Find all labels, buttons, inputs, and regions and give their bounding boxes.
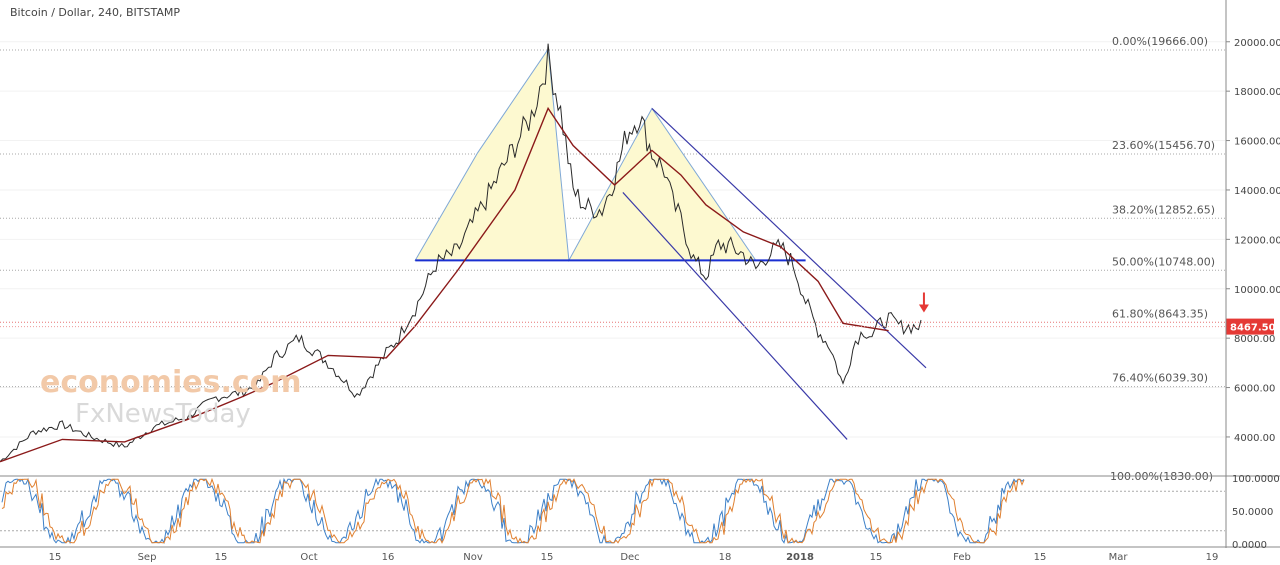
- price-tick-label: 12000.00: [1234, 235, 1280, 246]
- fib-level-label: 76.40%(6039.30): [1112, 372, 1208, 385]
- fib-level-label: 50.00%(10748.00): [1112, 255, 1215, 268]
- date-tick-label: 15: [215, 552, 228, 563]
- fib-level-label: 61.80%(8643.35): [1112, 307, 1208, 320]
- oscillator-line-d: [1, 477, 1025, 544]
- trend-line-upper_channel: [651, 108, 927, 369]
- last-price-box: [1226, 318, 1274, 335]
- last-price-tag: 8467.50: [0, 318, 1276, 335]
- price-tick-label: 10000.00: [1234, 285, 1280, 296]
- price-line: [0, 43, 922, 463]
- moving-average-line: [0, 106, 889, 463]
- trend-line-lower_channel: [622, 192, 848, 440]
- fibonacci-levels: 0.00%(19666.00) 23.60%(15456.70) 38.20%(12…: [0, 35, 1225, 483]
- date-tick-label: Feb: [953, 552, 971, 563]
- fib-level-label: 23.60%(15456.70): [1112, 139, 1215, 152]
- oscillator-tick-label: 100.0000: [1232, 474, 1280, 485]
- price-tick-label: 16000.00: [1234, 137, 1280, 148]
- date-tick-label: Mar: [1109, 552, 1129, 563]
- price-tick-label: 18000.00: [1234, 87, 1280, 98]
- fib-level-label: 38.20%(12852.65): [1112, 203, 1215, 216]
- price-tick-label: 20000.00: [1234, 38, 1280, 49]
- date-tick-label: 15: [870, 552, 883, 563]
- sell-arrow-icon: [918, 292, 929, 313]
- watermark: economies.com FxNewsToday: [40, 365, 302, 429]
- date-axis: 15 Sep 15 Oct 16 Nov 15 Dec 18 2018 15 Feb 15 Mar 19: [49, 552, 1219, 563]
- price-tick-label: 6000.00: [1234, 384, 1275, 395]
- watermark-economies: economies.com: [40, 365, 302, 400]
- oscillator-panel: 100.0000 50.0000 0.0000: [0, 474, 1280, 551]
- watermark-fxnewstoday: FxNewsToday: [75, 399, 251, 429]
- date-tick-label: 2018: [786, 552, 814, 563]
- date-tick-label: Nov: [463, 552, 483, 563]
- date-tick-label: 16: [382, 552, 395, 563]
- date-tick-label: 15: [49, 552, 62, 563]
- oscillator-tick-label: 50.0000: [1232, 507, 1273, 518]
- date-tick-label: Dec: [620, 552, 639, 563]
- price-tick-label: 8000.00: [1234, 334, 1275, 345]
- oscillator-tick-label: 0.0000: [1232, 540, 1267, 551]
- date-tick-label: 15: [1034, 552, 1047, 563]
- last-price-value: 8467.50: [1230, 323, 1276, 334]
- chart-title: Bitcoin / Dollar, 240, BITSTAMP: [10, 6, 180, 19]
- price-tick-label: 14000.00: [1234, 186, 1280, 197]
- trend-lines: [415, 108, 927, 440]
- arrow-head: [918, 304, 929, 313]
- oscillator-line-k: [1, 477, 1025, 545]
- price-axis: 20000.00 18000.00 16000.00 14000.00 12000.00…: [0, 0, 1280, 548]
- date-tick-label: 19: [1206, 552, 1219, 563]
- price-series: [0, 43, 922, 463]
- date-tick-label: 18: [719, 552, 732, 563]
- price-tick-label: 4000.00: [1234, 433, 1275, 444]
- date-tick-label: 15: [541, 552, 554, 563]
- date-tick-label: Oct: [300, 552, 317, 563]
- fib-level-label: 0.00%(19666.00): [1112, 35, 1208, 48]
- date-tick-label: Sep: [138, 552, 157, 563]
